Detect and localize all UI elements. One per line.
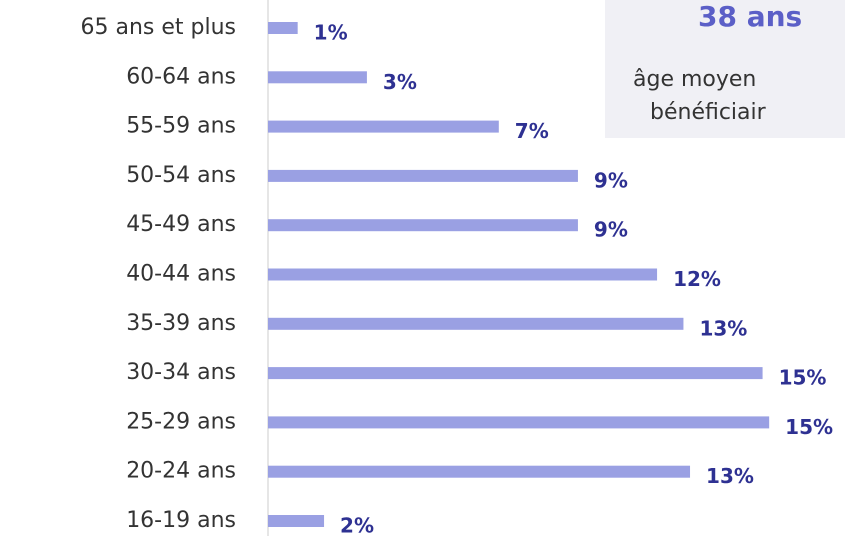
bar [268,22,298,34]
value-label: 7% [515,119,549,143]
category-label: 50-54 ans [126,163,236,188]
value-label: 9% [594,218,628,242]
value-label: 3% [383,70,417,94]
category-label: 60-64 ans [126,64,236,89]
bar [268,169,578,182]
value-label: 1% [314,21,348,45]
value-label: 15% [779,366,827,390]
bar [268,515,325,527]
bar [268,465,691,478]
value-label: 12% [673,267,721,291]
callout-line: bénéficiair [650,100,767,125]
bar [268,71,367,84]
category-label: 30-34 ans [126,360,236,385]
callout-line: âge moyen [633,67,756,92]
value-label: 13% [706,464,754,488]
category-label: 45-49 ans [126,212,236,237]
category-label: 20-24 ans [126,459,236,484]
category-label: 40-44 ans [126,262,236,287]
bar [268,367,763,380]
category-label: 55-59 ans [126,114,236,139]
value-label: 9% [594,168,628,192]
callout-box [605,0,845,138]
value-label: 15% [785,415,833,439]
category-label: 35-39 ans [126,311,236,336]
bar [268,268,658,281]
value-label: 2% [340,514,374,536]
value-label: 13% [699,316,747,340]
category-label: 65 ans et plus [80,15,236,40]
category-label: 16-19 ans [126,508,236,533]
category-label: 25-29 ans [126,409,236,434]
bar [268,120,499,133]
bar [268,219,578,232]
callout-headline: 38 ans [698,0,802,33]
bar [268,416,770,429]
bar [268,317,684,330]
